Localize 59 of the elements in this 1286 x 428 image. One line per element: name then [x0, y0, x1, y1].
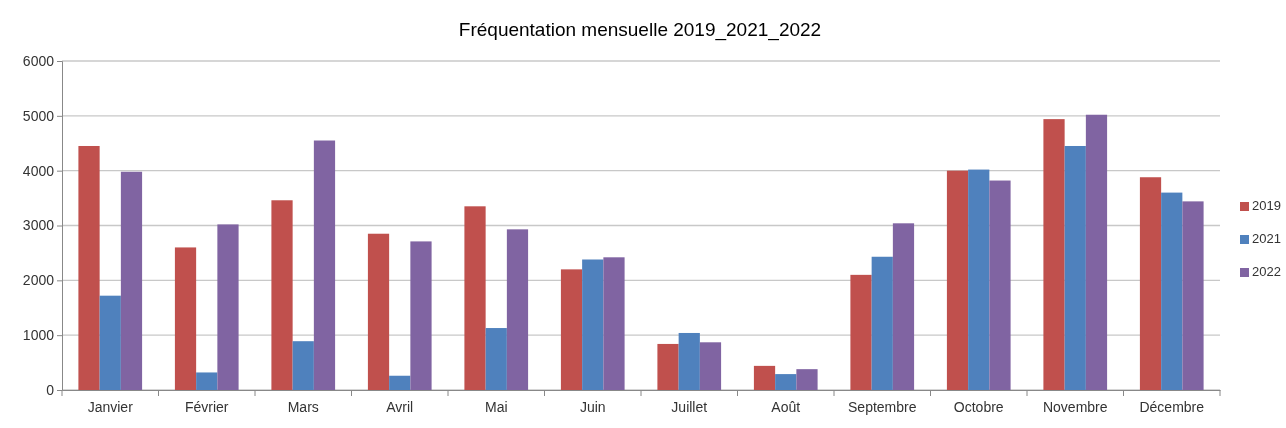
x-tick-label: Mai — [484, 398, 508, 415]
bar — [1161, 192, 1183, 390]
bar — [78, 145, 100, 390]
x-tick-label: Avril — [386, 398, 414, 415]
bar — [313, 140, 336, 390]
bar — [367, 233, 390, 390]
bar — [1139, 177, 1162, 390]
x-tick-label: Septembre — [848, 398, 917, 415]
chart-title: Fréquentation mensuelle 2019_2021_2022 — [458, 19, 822, 41]
bar — [678, 332, 700, 390]
bar — [1182, 201, 1204, 390]
bar — [464, 206, 486, 390]
bar — [657, 343, 679, 390]
legend-label: 2019 — [1252, 198, 1281, 213]
bar — [506, 229, 529, 390]
y-tick-label: 2000 — [22, 272, 55, 289]
x-tick-label: Octobre — [953, 398, 1004, 415]
bar — [292, 341, 314, 390]
y-tick-label: 3000 — [22, 217, 55, 234]
bar — [796, 369, 818, 390]
bar — [217, 224, 239, 390]
legend-label: 2022 — [1252, 264, 1281, 279]
x-tick-label: Janvier — [87, 398, 134, 415]
bar — [989, 180, 1011, 390]
bar — [174, 247, 197, 390]
bar — [99, 295, 121, 390]
bar — [871, 256, 893, 390]
bar — [946, 170, 969, 390]
y-tick-label: 1000 — [22, 327, 55, 344]
x-tick-label: Novembre — [1042, 398, 1108, 415]
y-tick-label: 0 — [46, 381, 55, 398]
bar — [699, 342, 722, 390]
bar — [485, 328, 507, 390]
bar — [603, 257, 625, 390]
bar — [892, 223, 915, 390]
x-tick-label: Février — [184, 398, 229, 415]
x-tick-label: Août — [771, 398, 801, 415]
bar — [753, 365, 776, 390]
bar — [410, 241, 432, 390]
bar — [560, 269, 583, 390]
bar — [389, 375, 411, 390]
bar — [850, 274, 872, 390]
bar — [271, 200, 293, 390]
x-tick-label: Décembre — [1139, 398, 1205, 415]
y-tick-label: 4000 — [22, 162, 55, 179]
x-tick-label: Juillet — [671, 398, 708, 415]
bar — [1043, 119, 1065, 390]
y-tick-label: 6000 — [22, 52, 55, 69]
bar — [968, 169, 990, 390]
bar — [120, 171, 143, 390]
y-tick-label: 5000 — [22, 107, 55, 124]
bar — [196, 372, 218, 390]
x-tick-label: Juin — [579, 398, 606, 415]
bar — [582, 259, 604, 390]
x-tick-label: Mars — [287, 398, 319, 415]
bar — [775, 374, 797, 390]
bar — [1085, 114, 1108, 390]
bar — [1064, 145, 1086, 390]
legend-label: 2021 — [1252, 231, 1281, 246]
